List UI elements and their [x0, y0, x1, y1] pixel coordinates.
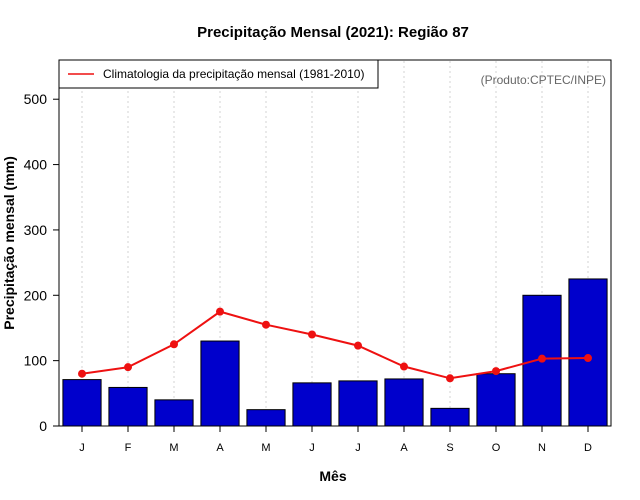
source-note: (Produto:CPTEC/INPE) — [481, 73, 606, 87]
x-tick-label: M — [169, 442, 178, 454]
y-tick-label: 100 — [24, 353, 48, 369]
bar — [384, 378, 424, 427]
x-tick-label: O — [492, 442, 501, 454]
climatology-series — [78, 307, 592, 383]
x-tick-label: F — [125, 442, 132, 454]
x-axis-label: Mês — [319, 468, 346, 484]
climatology-point — [262, 320, 270, 329]
bar — [108, 386, 148, 427]
x-tick-label: J — [309, 442, 315, 454]
bar — [568, 278, 608, 427]
climatology-point — [216, 307, 224, 316]
legend: Climatologia da precipitação mensal (198… — [58, 59, 379, 89]
climatology-point — [308, 330, 316, 339]
x-tick-label: J — [355, 442, 361, 454]
bar-series — [62, 278, 608, 427]
y-axis: 0 100 200 300 400 500 — [24, 91, 59, 434]
bar — [200, 340, 240, 427]
climatology-point — [170, 340, 178, 349]
bar — [154, 399, 194, 427]
climatology-line — [81, 310, 589, 380]
chart-title: Precipitação Mensal (2021): Região 87 — [197, 24, 469, 41]
climatology-point — [78, 369, 86, 378]
y-axis-label: Precipitação mensal (mm) — [1, 156, 17, 330]
x-tick-label: A — [400, 442, 408, 454]
legend-label: Climatologia da precipitação mensal (198… — [103, 67, 364, 81]
climatology-point — [354, 341, 362, 350]
x-tick-label: A — [216, 442, 224, 454]
bar — [476, 373, 516, 427]
grid-lines — [81, 61, 589, 426]
legend-box — [58, 59, 379, 89]
climatology-point — [492, 367, 500, 376]
y-tick-label: 200 — [24, 287, 48, 303]
x-tick-label: D — [584, 442, 592, 454]
climatology-point — [124, 363, 132, 372]
bar — [246, 409, 286, 427]
x-tick-label: M — [261, 442, 270, 454]
y-tick-label: 0 — [39, 418, 47, 434]
climatology-point — [538, 354, 546, 363]
y-tick-label: 400 — [24, 157, 48, 173]
bar — [292, 382, 332, 427]
bar — [338, 380, 378, 427]
x-tick-label: S — [446, 442, 453, 454]
x-tick-label: N — [538, 442, 546, 454]
climatology-point — [446, 374, 454, 383]
bar — [430, 407, 470, 427]
y-tick-label: 300 — [24, 222, 48, 238]
climatology-point — [584, 354, 592, 363]
climatology-point — [400, 362, 408, 371]
y-tick-label: 500 — [24, 91, 48, 107]
x-tick-label: J — [79, 442, 85, 454]
bar — [62, 379, 102, 427]
